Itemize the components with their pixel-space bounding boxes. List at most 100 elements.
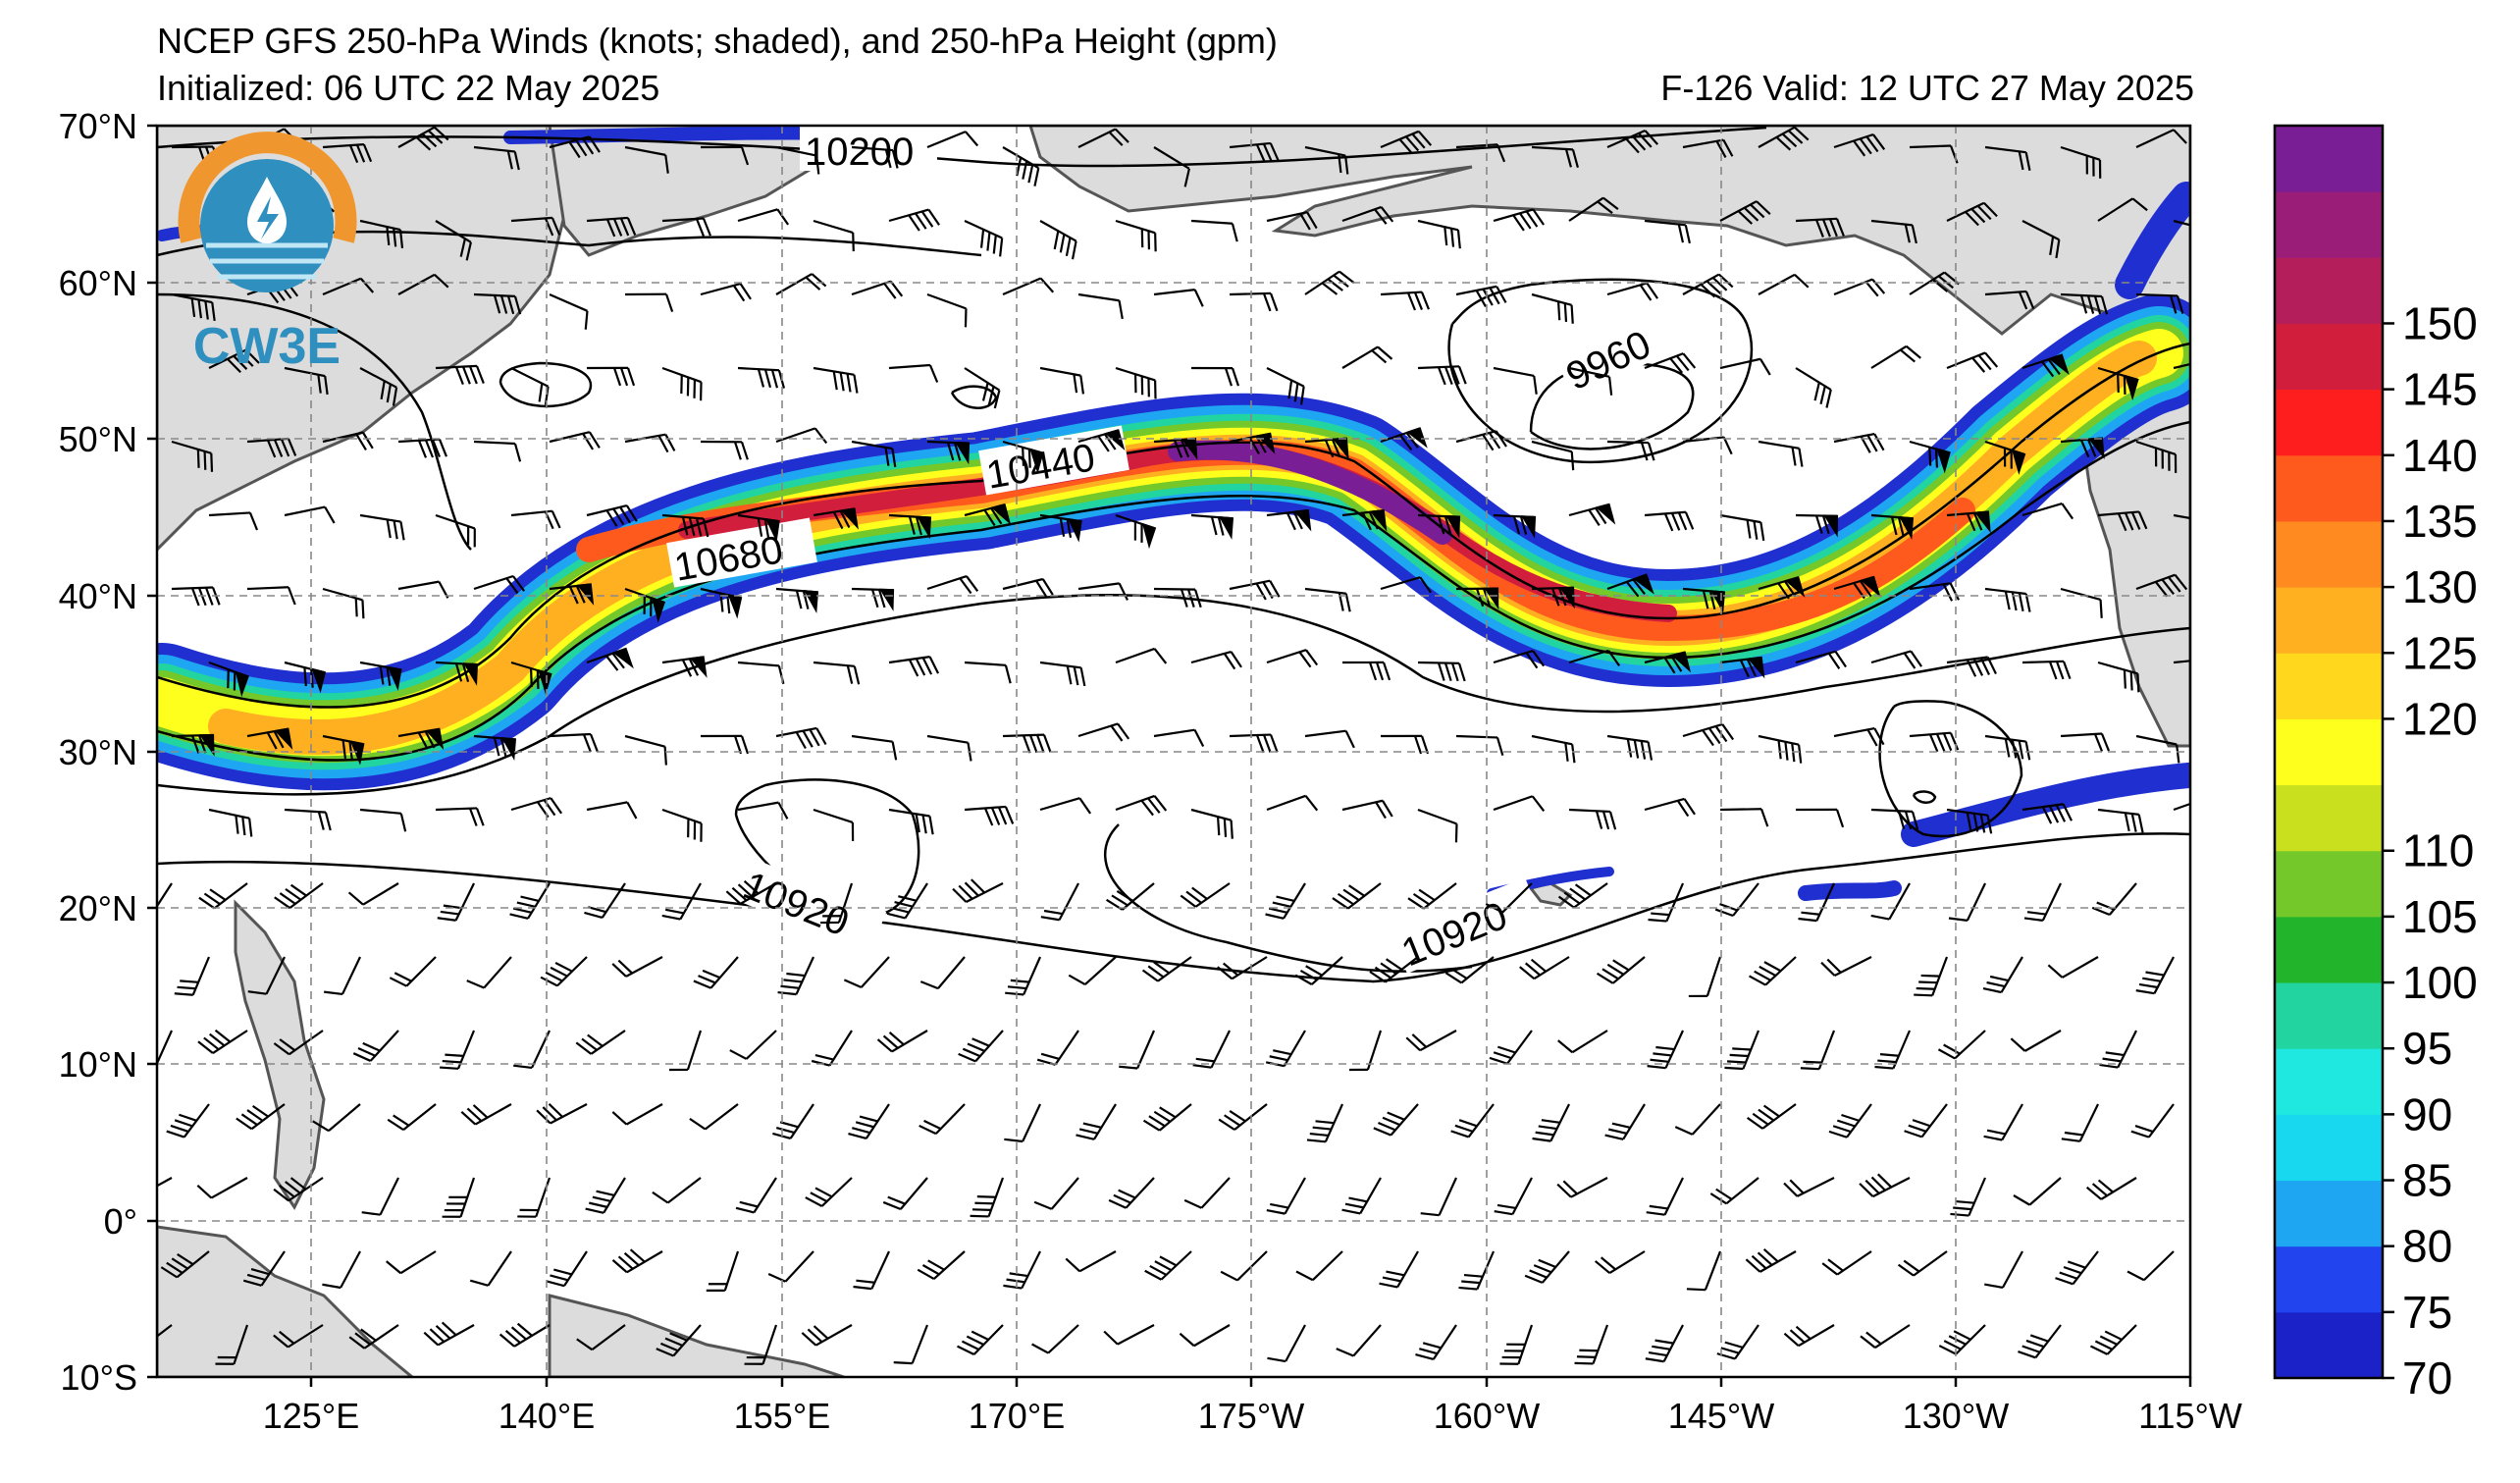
wind-barb <box>1984 145 2031 171</box>
wind-barb <box>737 513 780 543</box>
wind-barb <box>919 1103 966 1136</box>
logo-waves <box>206 242 328 280</box>
axis-ticks <box>147 124 2192 1387</box>
lon-label: 115°W <box>2138 1396 2242 1436</box>
wind-barb <box>964 220 1004 257</box>
wind-barb <box>2021 502 2074 520</box>
wind-barb <box>2055 1250 2099 1286</box>
maritime-continent <box>157 1225 415 1377</box>
wind-barb <box>1524 1250 1570 1284</box>
wind-barb <box>1115 366 1157 399</box>
wind-barb <box>546 1250 588 1288</box>
lon-label: 130°W <box>1903 1396 2009 1436</box>
wind-barb <box>575 1030 626 1055</box>
wind-barb <box>2099 1030 2137 1069</box>
wind-barb <box>1984 587 2031 612</box>
colorbar-swatch <box>2275 257 2383 324</box>
wind-barb <box>888 363 939 383</box>
wind-barb <box>2021 353 2070 378</box>
wind-barb <box>656 1324 702 1357</box>
wind-barb <box>1874 1030 1912 1070</box>
colorbar-swatch <box>2275 916 2383 983</box>
wind-barb <box>661 882 702 921</box>
wind-barb <box>2060 292 2109 315</box>
colorbar-swatch <box>2275 718 2383 786</box>
colorbar-label: 125 <box>2402 627 2478 678</box>
wind-barb <box>1747 1103 1797 1130</box>
wind-barb <box>1833 433 1885 453</box>
wind-barb <box>1039 661 1086 687</box>
wind-barb <box>1644 651 1692 674</box>
wind-barb <box>1144 1250 1192 1281</box>
wind-barb <box>1153 289 1204 307</box>
wind-barb <box>851 145 899 169</box>
wind-barb <box>1077 128 1129 148</box>
wind-barb <box>1758 273 1810 295</box>
lat-label: 40°N <box>59 576 137 616</box>
wind-barb <box>2135 734 2180 764</box>
wind-barb <box>1190 513 1234 540</box>
wind-barb <box>1783 1177 1835 1197</box>
wind-barb <box>1220 1250 1268 1282</box>
colorbar-swatch <box>2275 1048 2383 1115</box>
wind-barb <box>1229 141 1280 163</box>
wind-barb <box>1984 290 2035 310</box>
wind-barb <box>2060 587 2103 618</box>
wind-barb <box>1758 126 1810 151</box>
wind-barb <box>1719 200 1771 225</box>
wind-barb <box>386 1250 437 1275</box>
wind-barb <box>2089 1324 2137 1355</box>
lat-label: 10°S <box>61 1357 137 1398</box>
wind-barb <box>166 1103 210 1139</box>
wind-barb <box>549 431 601 450</box>
wind-barb <box>1458 1250 1496 1291</box>
wind-barb <box>952 878 1004 903</box>
colorbar-swatch <box>2275 454 2383 522</box>
wind-barb <box>586 801 638 820</box>
wind-barb <box>1982 956 2023 994</box>
wind-barb <box>1938 1324 1986 1355</box>
wind-barb <box>1341 345 1393 369</box>
wind-barb <box>1190 366 1239 387</box>
wind-barb <box>661 808 703 842</box>
colorbar-swatch <box>2275 982 2383 1049</box>
wind-barb <box>549 292 589 330</box>
wind-barb <box>242 1250 286 1287</box>
wind-barb <box>700 282 752 302</box>
wind-barb <box>805 1177 853 1207</box>
wind-barb <box>440 1030 476 1070</box>
wind-barb <box>435 364 485 386</box>
wind-barb <box>2130 1103 2175 1139</box>
wind-barb <box>813 219 855 252</box>
wind-barb <box>1266 211 1318 231</box>
wind-barb <box>1984 734 2031 761</box>
wind-barb <box>549 135 601 159</box>
logo-ring <box>178 132 357 243</box>
height-contours <box>157 126 2190 983</box>
wind-barb <box>1983 1103 2023 1141</box>
wind-barb <box>1709 1177 1759 1205</box>
wind-barb <box>1068 956 1117 986</box>
lon-label: 160°W <box>1434 1396 1540 1436</box>
wind-barb <box>729 1030 777 1060</box>
wind-barb <box>1984 440 2026 475</box>
wind-barb <box>2085 1177 2137 1200</box>
lat-lon-grid <box>157 126 2190 1377</box>
wind-barb <box>886 882 928 920</box>
wind-barb <box>549 732 599 753</box>
wind-barb <box>693 956 739 989</box>
wind-barb <box>273 1324 324 1349</box>
colorbar-swatch <box>2275 126 2383 192</box>
wind-barb <box>1405 1030 1457 1052</box>
wind-barb <box>813 661 861 685</box>
wind-barb <box>2018 1324 2062 1359</box>
wind-barb <box>1369 956 1419 983</box>
wind-barbs <box>157 126 2190 1365</box>
wind-barb <box>611 1103 663 1126</box>
wind-barb <box>586 504 638 527</box>
wind-barb <box>466 956 512 989</box>
wind-barb <box>473 292 522 315</box>
wind-barb <box>549 583 595 606</box>
wind-barb <box>813 507 859 530</box>
